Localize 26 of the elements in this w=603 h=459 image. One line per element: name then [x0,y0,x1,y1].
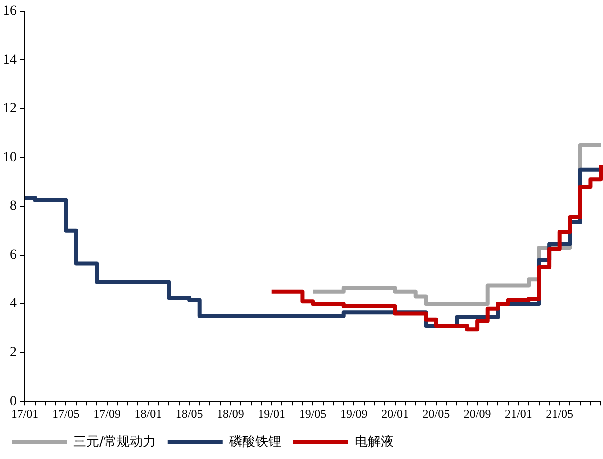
x-tick-label: 18/05 [176,406,204,421]
y-tick-label: 10 [3,150,17,166]
y-tick-label: 12 [3,102,17,117]
y-tick-label: 8 [10,199,17,214]
x-tick-label: 19/05 [299,406,327,421]
x-tick-label: 21/05 [546,406,574,421]
x-tick-label: 19/01 [258,406,286,421]
legend-label: 磷酸铁锂 [228,434,282,450]
y-tick-label: 14 [3,52,17,68]
y-tick-label: 4 [10,296,17,312]
x-tick-label: 21/01 [505,406,532,421]
x-tick-label: 17/09 [94,406,121,421]
x-tick-label: 20/05 [422,406,450,421]
x-tick-label: 17/05 [52,406,80,421]
legend-label: 三元/常规动力 [74,434,156,450]
y-tick-label: 2 [10,345,17,360]
y-tick-label: 16 [3,4,17,20]
x-tick-label: 19/09 [340,406,368,421]
x-tick-label: 20/09 [464,406,492,421]
x-tick-label: 20/01 [382,406,409,421]
legend-label: 电解液 [354,434,394,450]
y-tick-label: 0 [10,394,17,410]
y-tick-label: 6 [10,248,17,263]
x-tick-label: 18/01 [134,406,162,421]
x-tick-label: 17/01 [11,406,39,421]
x-tick-label: 18/09 [217,406,244,421]
